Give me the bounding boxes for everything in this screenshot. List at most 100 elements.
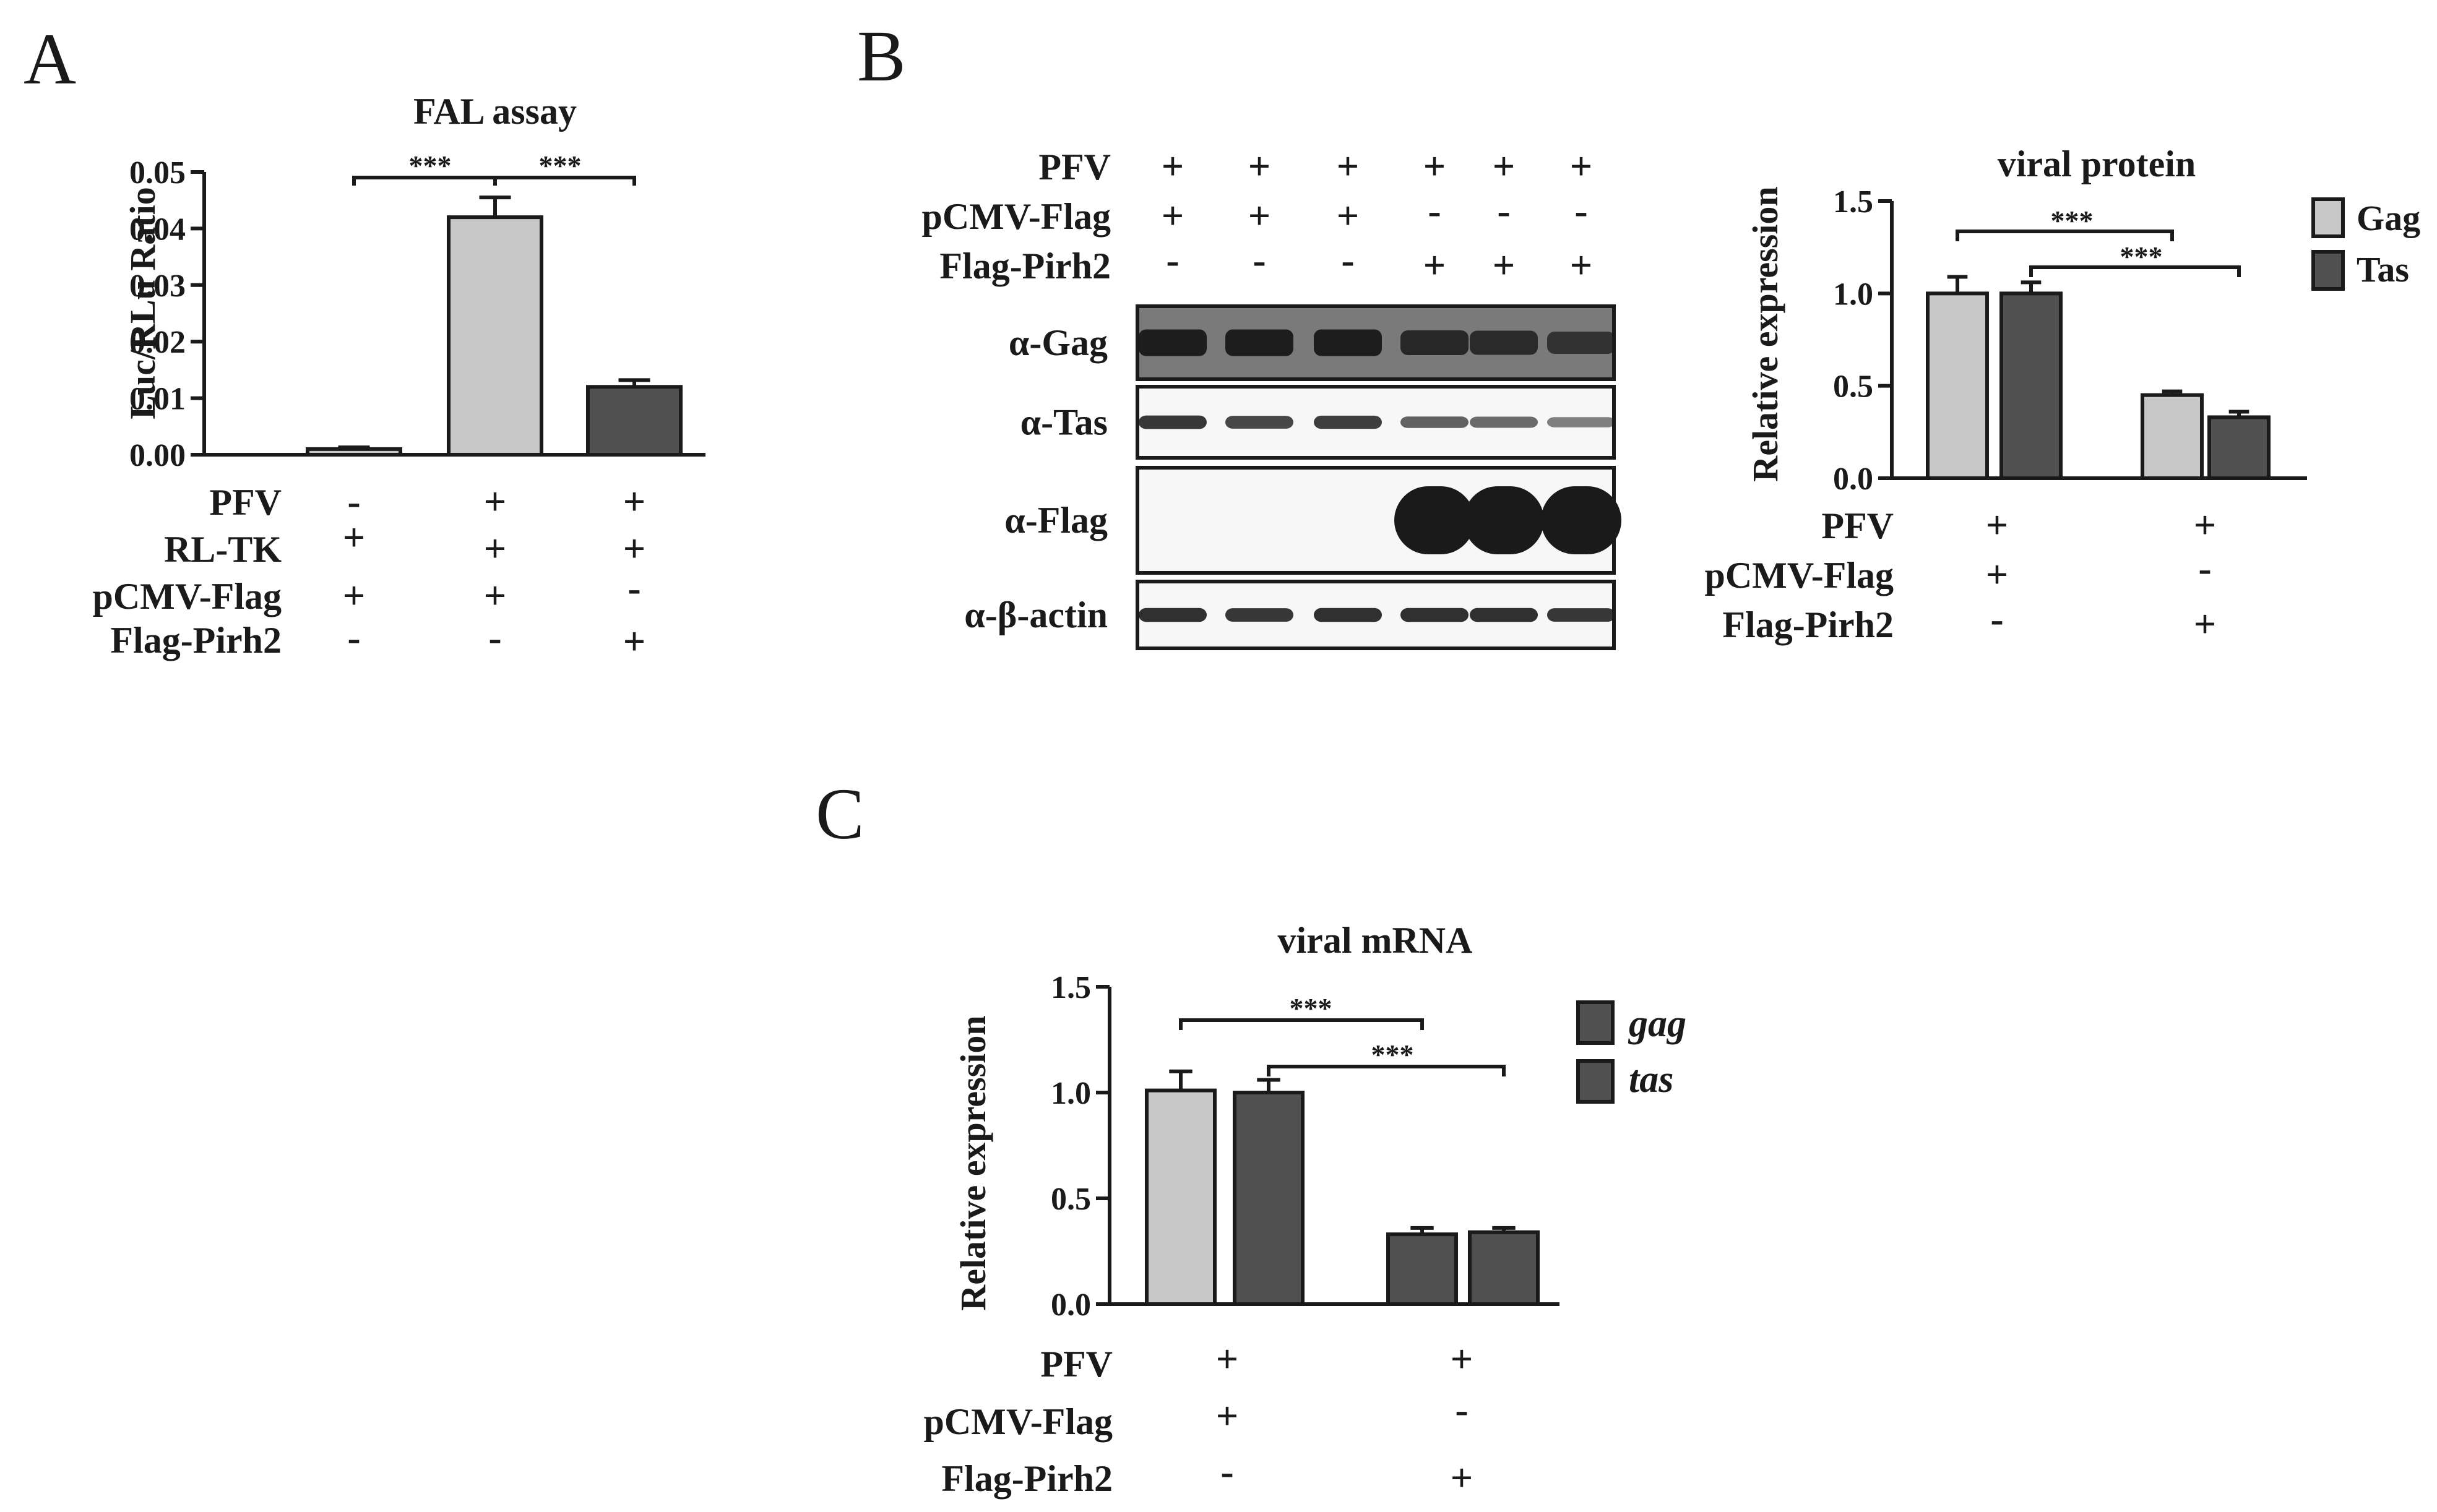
blot-band bbox=[1314, 415, 1382, 429]
chart-c-cond-label: Flag-Pirh2 bbox=[941, 1458, 1113, 1499]
chart-c-legend: gag tas bbox=[1576, 1000, 1686, 1104]
blot-strip-label: α-Flag bbox=[1004, 500, 1108, 541]
chart-c-tick-label: 0.0 bbox=[1051, 1287, 1091, 1323]
legend-label-gag: Gag bbox=[2357, 198, 2420, 238]
blot-cond-mark: + bbox=[1162, 144, 1184, 188]
chart-c-bar bbox=[1468, 1230, 1540, 1306]
chart-b-tick-label: 0.5 bbox=[1833, 369, 1873, 405]
chart-c-error-bar bbox=[1410, 1226, 1434, 1235]
blot-cond-mark: + bbox=[1570, 144, 1592, 188]
blot-band bbox=[1470, 416, 1538, 428]
chart-b-bar bbox=[1926, 291, 1989, 480]
chart-b-error-bar bbox=[2021, 280, 2042, 294]
chart-b-title: viral protein bbox=[1998, 144, 2196, 184]
chart-a-error-bar bbox=[618, 378, 650, 387]
chart-b-cond-mark: - bbox=[1990, 597, 2003, 641]
chart-b: viral protein Relative expression 0.0 0.5… bbox=[1704, 144, 2420, 646]
chart-b-error-bar bbox=[2162, 389, 2183, 395]
blot-strip-label: α-β-actin bbox=[964, 595, 1108, 635]
chart-b-tick-label: 1.0 bbox=[1833, 277, 1873, 312]
chart-a-bar bbox=[306, 447, 402, 457]
blot-band bbox=[1225, 329, 1293, 356]
western-blot: PFV pCMV-Flag Flag-Pirh2 + + + + + ++ + + - - -- - -… bbox=[921, 144, 1621, 650]
chart-a-cond-mark: - bbox=[628, 566, 641, 610]
chart-b-ylabel: Relative expression bbox=[1745, 186, 1785, 481]
blot-cond-mark: + bbox=[1423, 243, 1446, 287]
chart-a-cond-mark: + bbox=[484, 526, 506, 570]
chart-c-bar bbox=[1386, 1232, 1458, 1307]
chart-a-tick-label: 0.00 bbox=[129, 438, 186, 473]
blot-band bbox=[1547, 331, 1615, 354]
chart-a-conditions: PFV RL-TK pCMV-Flag Flag-Pirh2 - + + + +… bbox=[92, 479, 645, 663]
chart-c-cond-mark: - bbox=[1455, 1388, 1468, 1432]
chart-a-cond-label: RL-TK bbox=[164, 529, 282, 570]
blot-band bbox=[1394, 486, 1475, 554]
chart-a-cond-mark: + bbox=[623, 619, 645, 663]
chart-b-tick-label: 1.5 bbox=[1833, 184, 1873, 220]
chart-c: viral mRNA Relative expression 0.0 0.5 1.0… bbox=[923, 920, 1686, 1500]
legend-swatch-tas bbox=[1576, 1059, 1615, 1104]
blot-band bbox=[1547, 608, 1615, 622]
blot-band bbox=[1470, 330, 1538, 355]
blot-cond-label: Flag-Pirh2 bbox=[939, 246, 1111, 286]
blot-band bbox=[1139, 329, 1207, 356]
blot-band bbox=[1225, 608, 1293, 622]
blot-band bbox=[1464, 486, 1544, 554]
chart-a-tick-label: 0.02 bbox=[129, 325, 186, 360]
chart-a-error-bar bbox=[338, 445, 370, 450]
legend-label-gag: gag bbox=[1628, 1003, 1686, 1045]
chart-a-cond-label: pCMV-Flag bbox=[92, 576, 282, 617]
chart-a-title: FAL assay bbox=[413, 91, 577, 132]
legend-swatch-gag bbox=[1576, 1000, 1615, 1045]
panel-letter-c: C bbox=[816, 773, 865, 854]
blot-band bbox=[1400, 330, 1469, 356]
chart-c-cond-mark: + bbox=[1216, 1394, 1238, 1438]
chart-c-error-bar bbox=[1169, 1069, 1193, 1091]
chart-a-cond-mark: - bbox=[347, 479, 360, 523]
legend-label-tas: tas bbox=[1629, 1059, 1673, 1101]
chart-b-bar bbox=[2141, 393, 2204, 480]
chart-c-error-bar bbox=[1257, 1078, 1280, 1093]
blot-condition-marks: + + + + + ++ + + - - -- - - + + + bbox=[1162, 144, 1592, 287]
blot-band bbox=[1470, 608, 1538, 622]
chart-a-cond-label: PFV bbox=[209, 482, 282, 523]
chart-a-ylabel: Luc/RLu Ratio bbox=[123, 187, 163, 419]
blot-band bbox=[1400, 608, 1469, 622]
blot-cond-mark: + bbox=[1337, 144, 1359, 188]
chart-b-cond-mark: + bbox=[2194, 602, 2216, 646]
chart-a-sig-label-2: *** bbox=[539, 150, 582, 181]
chart-c-bars bbox=[1145, 1069, 1540, 1307]
chart-a-bar bbox=[586, 385, 683, 457]
chart-a-sig-label-1: *** bbox=[409, 150, 452, 181]
chart-b-cond-label: Flag-Pirh2 bbox=[1722, 604, 1894, 645]
chart-a-tick-label: 0.04 bbox=[129, 212, 186, 247]
blot-cond-mark: - bbox=[1497, 189, 1510, 233]
chart-b-cond-mark: + bbox=[2194, 503, 2216, 547]
chart-a-tick-label: 0.01 bbox=[129, 382, 186, 417]
chart-c-cond-label: PFV bbox=[1040, 1344, 1113, 1385]
chart-c-tick-label: 0.5 bbox=[1051, 1182, 1091, 1217]
chart-c-cond-mark: + bbox=[1216, 1337, 1238, 1381]
chart-c-tick-label: 1.0 bbox=[1051, 1076, 1091, 1111]
chart-c-sig-label-1: *** bbox=[1290, 992, 1332, 1024]
legend-label-tas: Tas bbox=[2357, 249, 2409, 290]
chart-b-bar bbox=[1999, 291, 2063, 480]
chart-c-cond-mark: + bbox=[1451, 1337, 1473, 1381]
chart-a-cond-mark: + bbox=[623, 479, 645, 523]
chart-c-title: viral mRNA bbox=[1278, 920, 1473, 961]
blot-band bbox=[1139, 608, 1207, 622]
chart-b-conditions: PFV pCMV-Flag Flag-Pirh2 + + + - - + bbox=[1704, 503, 2216, 646]
blot-cond-mark: - bbox=[1574, 189, 1587, 233]
chart-b-cond-mark: + bbox=[1986, 503, 2008, 547]
blot-cond-mark: + bbox=[1493, 243, 1515, 287]
chart-a-cond-mark: - bbox=[347, 616, 360, 659]
chart-a-tick-label: 0.03 bbox=[129, 268, 186, 304]
chart-c-bar bbox=[1145, 1088, 1217, 1306]
blot-cond-label: pCMV-Flag bbox=[921, 196, 1111, 237]
chart-b-bars bbox=[1926, 275, 2271, 480]
blot-cond-mark: + bbox=[1248, 194, 1270, 238]
chart-c-cond-label: pCMV-Flag bbox=[923, 1401, 1113, 1442]
blot-strip-label: α-Tas bbox=[1020, 402, 1108, 443]
chart-a-tick-label: 0.05 bbox=[129, 155, 186, 191]
blot-band bbox=[1139, 415, 1207, 429]
